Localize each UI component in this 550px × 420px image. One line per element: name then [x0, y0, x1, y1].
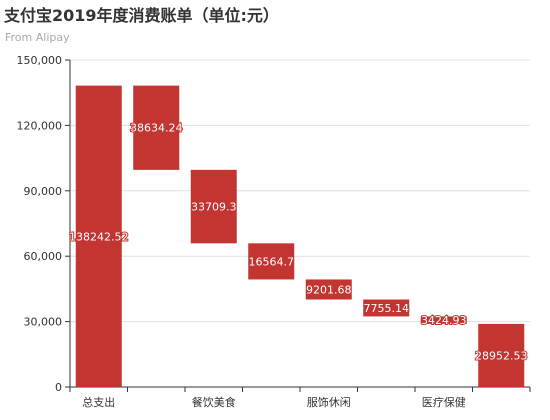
- waterfall-bar: [248, 243, 295, 280]
- x-category-label: 餐饮美食: [192, 395, 236, 409]
- bar-value-label: 38634.24: [130, 122, 183, 135]
- chart-title: 支付宝2019年度消费账单（单位:元）: [4, 6, 279, 25]
- y-tick-label: 60,000: [24, 250, 63, 263]
- y-tick-label: 120,000: [17, 119, 63, 132]
- chart-subtitle: From Alipay: [5, 31, 70, 44]
- y-tick-label: 90,000: [24, 185, 63, 198]
- waterfall-bar: [420, 316, 467, 324]
- bar-value-label: 33709.3: [191, 201, 237, 214]
- y-tick-label: 30,000: [24, 316, 63, 329]
- x-category-label: 服饰休闲: [307, 395, 351, 409]
- bar-value-label: 16564.7: [249, 255, 295, 268]
- x-category-label: 总支出: [82, 395, 115, 409]
- waterfall-bar: [363, 299, 410, 317]
- y-tick-label: 0: [55, 381, 62, 394]
- waterfall-bar: [75, 85, 122, 387]
- waterfall-bar: [305, 279, 352, 300]
- x-category-label: 医疗保健: [422, 395, 466, 409]
- waterfall-bar: [478, 323, 525, 387]
- bar-value-label: 9201.68: [306, 283, 352, 296]
- bar-value-label: 3424.93: [421, 314, 467, 327]
- y-tick-label: 150,000: [17, 54, 63, 67]
- waterfall-bar: [133, 85, 180, 170]
- waterfall-bar: [190, 169, 237, 244]
- bar-value-label: 28952.53: [475, 349, 528, 362]
- bar-value-label: 138242.52: [69, 230, 129, 243]
- bar-value-label: 7755.14: [364, 302, 410, 315]
